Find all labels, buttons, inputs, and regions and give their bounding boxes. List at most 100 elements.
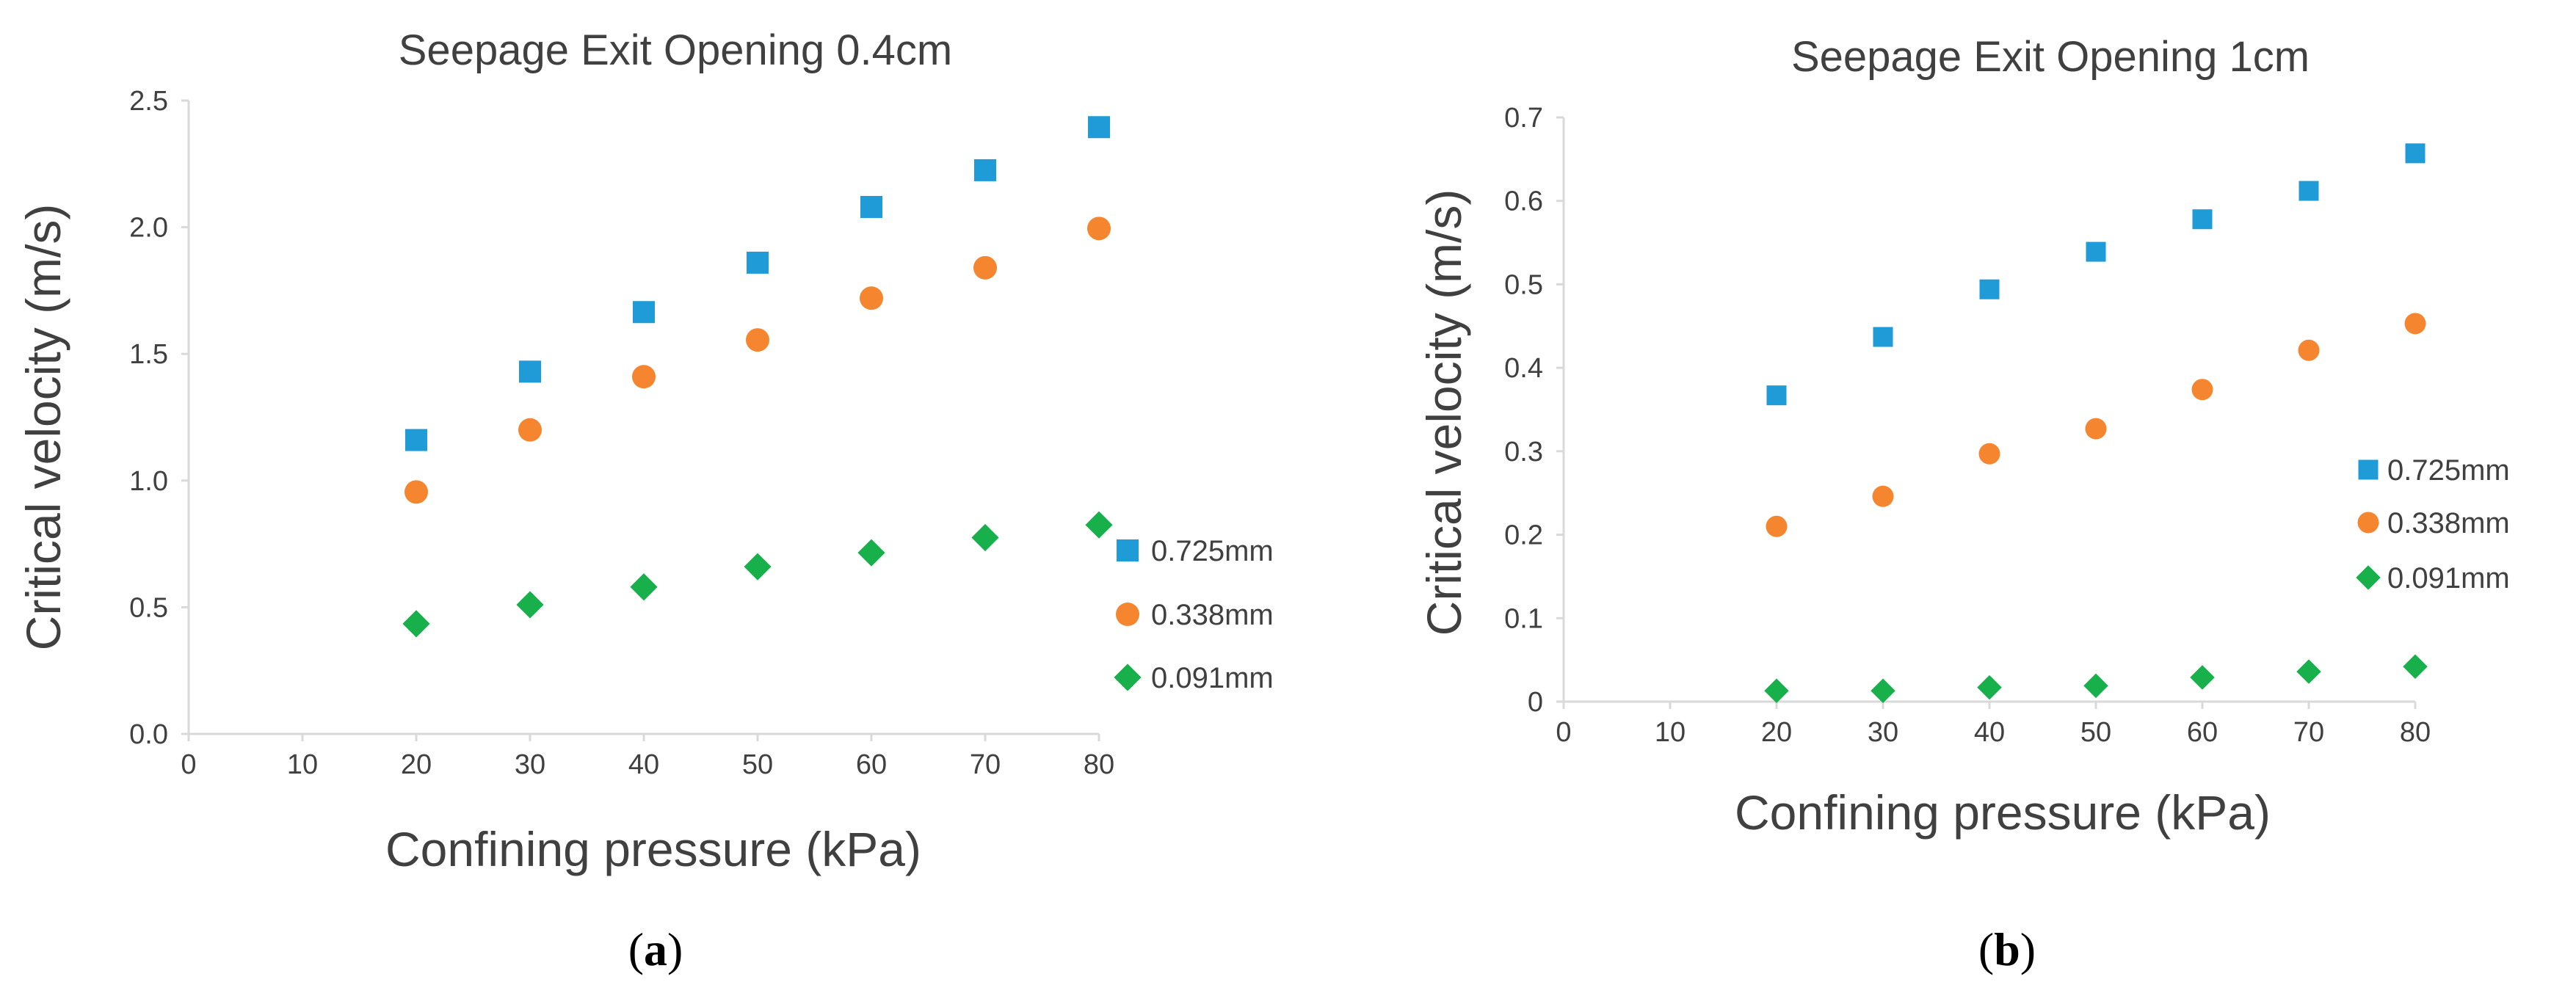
chart-panel-a: Seepage Exit Opening 0.4cm Critical velo… [16,26,1274,876]
legend-marker [2356,565,2381,590]
legend-marker [2357,512,2379,534]
legend-label: 0.091mm [2387,562,2510,594]
data-point [971,523,999,552]
data-point [2191,379,2213,401]
data-point [1087,217,1111,241]
x-tick-label: 40 [1974,717,2005,748]
y-tick-label: 0.6 [1504,186,1543,217]
x-tick-label: 70 [970,749,1001,780]
legend-marker [1117,539,1139,561]
legend-marker [1116,603,1139,626]
chart-panel-b: Seepage Exit Opening 1cm Critical veloci… [1417,33,2510,840]
y-tick-label: 0.4 [1504,353,1543,384]
data-point [747,251,769,274]
data-point [1977,674,2002,700]
data-point [2190,665,2215,690]
y-tick-label: 0 [1528,687,1543,718]
data-point [519,360,541,383]
series-0.725mm [1766,143,2426,406]
caption-b-text: (b) [1978,923,2036,975]
data-point [1978,443,2000,465]
x-tick-label: 30 [515,749,545,780]
data-point [2299,181,2319,201]
data-point [973,255,997,280]
plot-area: 0 10 20 30 40 50 60 70 80 0 0.1 0.2 0.3 0.4 0.5 0.6 0.7 [1504,103,2431,748]
data-point [1872,485,1894,507]
data-point [1764,678,1789,703]
data-point [516,591,544,619]
legend-marker [1114,663,1142,691]
data-point [1766,515,1788,537]
x-tick-label: 20 [1761,717,1792,748]
y-axis-label: Critical velocity (m/s) [1417,189,1471,636]
data-point [857,539,885,567]
x-tick-label: 40 [628,749,659,780]
data-point [2192,209,2213,230]
data-point [746,328,769,352]
x-tick-label: 50 [742,749,773,780]
x-tick-label: 0 [1556,717,1571,748]
series-0.091mm [402,511,1113,638]
data-point [2403,654,2428,679]
y-tick-label: 0.5 [1504,269,1543,300]
y-tick-label: 0.0 [129,719,168,750]
plot-area: 0 10 20 30 40 50 60 70 80 0.0 0.5 1.0 1.5 2.0 2.5 [129,86,1114,780]
data-point [1979,279,2000,299]
legend: 0.725mm 0.338mm 0.091mm [2356,454,2510,594]
legend-label: 0.725mm [2387,454,2510,487]
caption-a-text: (a) [628,923,683,975]
data-point [2298,339,2320,361]
data-point [402,610,430,638]
data-point [860,195,882,218]
data-point [744,553,772,581]
y-axis-label: Critical velocity (m/s) [16,204,70,651]
chart-title: Seepage Exit Opening 1cm [1791,33,2310,81]
data-point [405,429,427,451]
x-tick-label: 20 [401,749,432,780]
y-tick-label: 1.0 [129,466,168,497]
series-0.725mm [405,116,1110,451]
legend-marker [2358,459,2379,480]
data-point [1766,385,1787,406]
caption-a: (a) [628,923,683,975]
data-point [2404,313,2426,335]
x-tick-label: 50 [2080,717,2111,748]
data-point [2405,143,2426,164]
data-point [2085,418,2107,440]
y-tick-label: 0.3 [1504,437,1543,468]
data-point [1873,327,1893,347]
x-tick-label: 30 [1868,717,1898,748]
data-point [2086,241,2106,262]
chart-title: Seepage Exit Opening 0.4cm [399,26,952,74]
y-tick-label: 0.1 [1504,603,1543,634]
y-tick-label: 0.2 [1504,520,1543,551]
data-point [974,159,996,181]
x-axis-label: Confining pressure (kPa) [385,822,921,876]
y-tick-label: 0.7 [1504,103,1543,134]
x-tick-label: 10 [1655,717,1686,748]
data-point [632,365,656,389]
y-tick-label: 2.0 [129,213,168,244]
x-tick-label: 0 [181,749,196,780]
x-tick-label: 70 [2293,717,2324,748]
x-tick-label: 10 [287,749,318,780]
data-point [518,418,542,442]
series-0.091mm [1764,654,2428,703]
caption-b: (b) [1978,923,2036,975]
x-axis-label: Confining pressure (kPa) [1735,785,2271,840]
data-point [1085,511,1113,539]
legend: 0.725mm 0.338mm 0.091mm [1114,535,1274,694]
data-point [404,480,428,504]
series-0.338mm [404,217,1111,504]
x-tick-label: 80 [2400,717,2431,748]
y-tick-label: 2.5 [129,86,168,117]
x-tick-label: 80 [1084,749,1114,780]
series-0.338mm [1766,313,2426,537]
data-point [630,573,658,601]
data-point [633,301,655,324]
legend-label: 0.725mm [1151,535,1274,567]
legend-label: 0.338mm [2387,507,2510,539]
data-point [1871,678,1895,703]
x-tick-label: 60 [856,749,887,780]
